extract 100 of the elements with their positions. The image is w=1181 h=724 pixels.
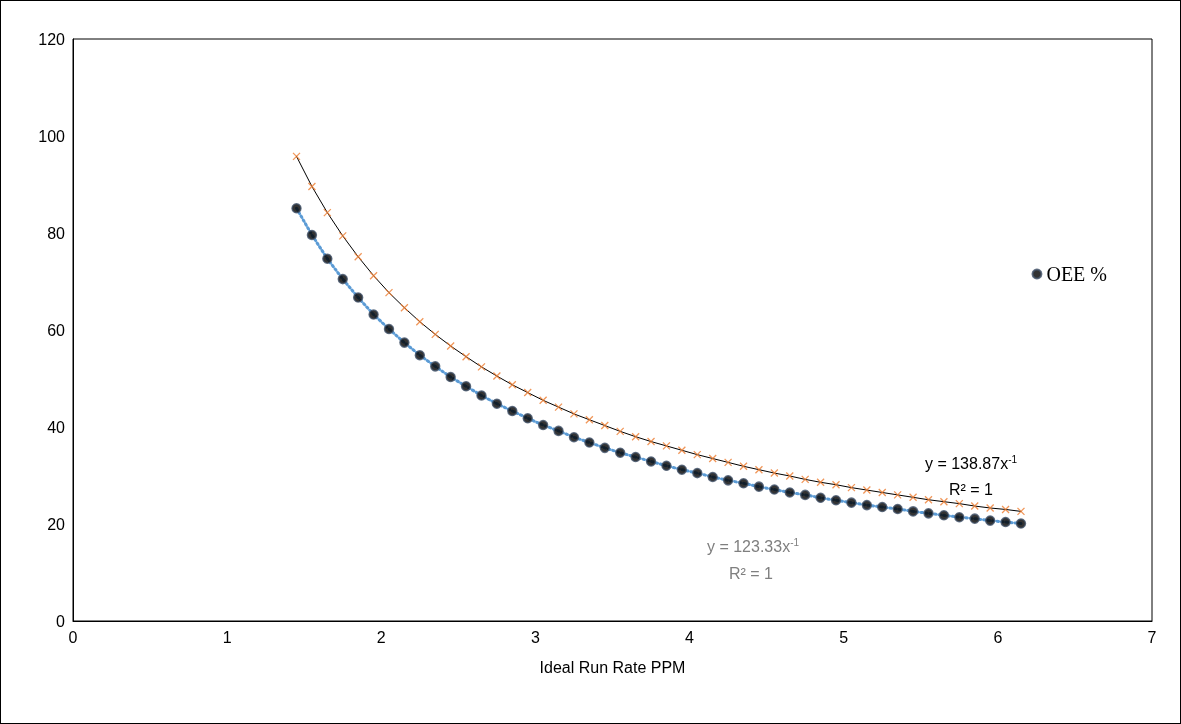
point	[523, 388, 532, 397]
point	[784, 487, 796, 498]
point	[600, 421, 609, 430]
y-tick-label: 100	[38, 127, 66, 145]
point	[799, 489, 811, 501]
annotation: R² = 1	[948, 480, 994, 498]
point	[893, 490, 902, 500]
point	[507, 405, 518, 417]
point	[461, 352, 471, 361]
point	[369, 271, 378, 280]
point	[292, 152, 301, 161]
point	[537, 419, 549, 431]
point	[769, 484, 780, 495]
point	[969, 513, 980, 524]
point	[847, 483, 856, 492]
point	[1000, 516, 1011, 528]
point	[553, 425, 564, 437]
y-tick-label: 40	[47, 418, 66, 436]
x-tick-label: 7	[1147, 628, 1157, 646]
point	[585, 415, 594, 424]
point	[491, 398, 503, 409]
point	[661, 460, 672, 472]
x-tick-label: 5	[839, 628, 849, 646]
point	[955, 499, 964, 508]
point	[970, 501, 979, 511]
point	[707, 471, 718, 483]
point	[400, 303, 409, 312]
point	[508, 380, 517, 389]
point	[785, 471, 794, 481]
x-tick-label: 1	[222, 628, 232, 646]
x-tick-label: 2	[376, 628, 386, 646]
point	[877, 501, 888, 513]
point	[924, 495, 933, 504]
point	[584, 437, 595, 448]
x-tick-label: 4	[685, 628, 695, 646]
point	[476, 390, 487, 401]
point	[477, 362, 486, 372]
point	[352, 292, 364, 303]
point	[630, 451, 641, 463]
point	[431, 330, 440, 339]
point	[908, 493, 918, 502]
point	[722, 475, 734, 486]
point	[770, 468, 779, 478]
point	[738, 478, 749, 489]
point	[831, 480, 841, 489]
point	[693, 450, 702, 459]
point	[460, 381, 472, 392]
point	[907, 506, 919, 517]
point	[323, 208, 332, 217]
y-tick-label: 120	[38, 30, 66, 48]
point	[599, 442, 611, 454]
y-tick-label: 0	[56, 612, 66, 630]
point	[692, 467, 703, 479]
point	[399, 337, 410, 348]
point	[892, 503, 903, 515]
y-tick-label: 60	[47, 321, 66, 339]
y-tick-label: 20	[47, 515, 66, 533]
point	[492, 371, 502, 381]
point	[677, 446, 687, 455]
point	[753, 481, 765, 492]
x-tick-label: 3	[530, 628, 540, 646]
point	[723, 458, 733, 467]
point	[708, 454, 717, 463]
point	[522, 413, 533, 424]
point	[739, 462, 748, 471]
point	[368, 309, 379, 320]
point	[383, 323, 395, 335]
point	[1015, 518, 1027, 529]
point	[306, 229, 318, 241]
point	[862, 485, 871, 495]
point	[614, 447, 626, 458]
line-series	[296, 155, 1022, 512]
point	[923, 508, 934, 519]
point	[1016, 507, 1026, 516]
point	[754, 465, 764, 474]
point	[322, 253, 333, 264]
point	[938, 510, 950, 521]
y-tick-label: 80	[47, 224, 66, 242]
point	[984, 515, 996, 526]
point	[354, 252, 363, 261]
legend-label: OEE %	[1046, 263, 1108, 285]
point	[878, 488, 887, 497]
point	[986, 503, 995, 513]
point	[846, 497, 857, 508]
point	[569, 409, 579, 419]
point	[801, 475, 810, 484]
point	[830, 494, 842, 506]
point	[338, 231, 347, 241]
point	[568, 431, 580, 443]
point	[646, 437, 656, 446]
point	[291, 203, 302, 214]
x-tick-label: 6	[993, 628, 1003, 646]
point	[538, 396, 548, 405]
point	[445, 371, 456, 383]
annotation: R² = 1	[728, 564, 774, 582]
point	[384, 288, 394, 297]
point	[446, 341, 455, 351]
point	[1001, 505, 1010, 514]
point	[939, 497, 949, 506]
point	[861, 499, 873, 511]
